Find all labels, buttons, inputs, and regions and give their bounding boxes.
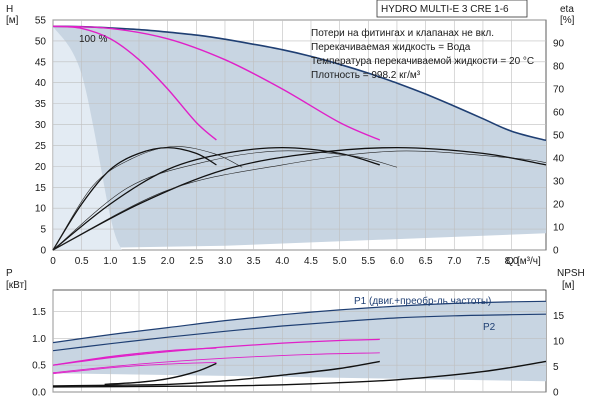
lower-left-y-tick-label: 1.0: [32, 334, 46, 345]
lower-right-y-tick-label: 0: [553, 388, 559, 399]
left-y-tick-label: 45: [35, 57, 47, 68]
x-tick-label: 1.5: [132, 256, 146, 267]
right-y-tick-label: 30: [553, 177, 565, 188]
upper-curves: [52, 25, 547, 251]
lower-right-y-tick-label: 5: [553, 362, 559, 373]
x-tick-label: 8.0: [505, 256, 519, 267]
x-tick-label: 7.0: [447, 256, 461, 267]
right-y-tick-label: 60: [553, 108, 565, 119]
conditions-note: Потери на фитингах и клапанах не вкл. Пе…: [311, 27, 534, 81]
efficiency-helper-line: [52, 150, 398, 251]
x-tick-label: 7.5: [476, 256, 490, 267]
x-tick-label: 3.5: [247, 256, 261, 267]
p1-line: [52, 300, 547, 344]
left-y-tick-label: 25: [35, 141, 47, 152]
left-y-tick-label: 50: [35, 36, 47, 47]
lower-tick-labels: 0.0 0.5 1.0 1.5 0 5 10 15: [32, 307, 564, 399]
right-y-tick-label: 0: [553, 246, 559, 257]
npsh_1-line: [104, 362, 217, 386]
left-y-tick-label: 40: [35, 78, 47, 89]
upper-right-yunit: [%]: [560, 15, 575, 26]
x-tick-label: 2.5: [189, 256, 203, 267]
left-y-tick-label: 35: [35, 99, 47, 110]
x-axis-label: Q: [506, 256, 514, 267]
x-tick-label: 0: [50, 256, 56, 267]
right-y-tick-label: 40: [553, 154, 565, 165]
efficiency_2-line: [52, 146, 380, 251]
lower-grid: [52, 290, 546, 393]
lower-left-y-tick-label: 0.5: [32, 361, 46, 372]
p2-line: [52, 313, 547, 352]
x-tick-label: 6.5: [419, 256, 433, 267]
chart-title: HYDRO MULTI-E 3 CRE 1-6: [381, 4, 509, 15]
left-y-tick-label: 30: [35, 120, 47, 131]
two_pumps-line: [52, 25, 381, 141]
x-tick-label: 6.0: [390, 256, 404, 267]
chart-title-box: HYDRO MULTI-E 3 CRE 1-6: [376, 0, 528, 18]
upper-right-ylabel: eta: [560, 4, 574, 15]
npsh_3-line: [52, 360, 547, 388]
upper-tick-labels: 0 0.5 1.0 1.5 2.0 2.5 3.0 3.5 4.0 4.5 5.0 5.5 6.0 6.5…: [35, 16, 565, 268]
upper-left-yunit: [м]: [6, 15, 19, 26]
upper-left-ylabel: H: [6, 4, 13, 15]
upper-grid: [52, 19, 546, 251]
right-y-tick-label: 20: [553, 200, 565, 211]
x-tick-label: 0.5: [75, 256, 89, 267]
legend-p2-label: P2: [483, 322, 496, 333]
single_pump-line: [52, 25, 217, 141]
lower-right-y-tick-label: 15: [553, 311, 565, 322]
lower-left-yunit: [кВт]: [6, 280, 27, 291]
x-tick-label: 1.0: [103, 256, 117, 267]
left-y-tick-label: 5: [40, 225, 46, 236]
efficiency_1-line: [52, 146, 217, 251]
right-y-tick-label: 50: [553, 131, 565, 142]
npsh_2-line: [52, 360, 380, 387]
legend-p1-label: P1 (двиг.+преобр-ль частоты): [354, 295, 491, 307]
right-y-tick-label: 90: [553, 39, 565, 50]
x-axis-unit: [м³/ч]: [517, 256, 541, 267]
lower-left-y-tick-label: 0.0: [32, 388, 46, 399]
p1_two-line: [52, 338, 380, 366]
right-y-tick-label: 70: [553, 85, 565, 96]
left-y-tick-label: 15: [35, 183, 47, 194]
power-helper-line: [52, 362, 217, 375]
operating-area: [53, 26, 546, 248]
note-line-2: Перекачиваемая жидкость = Вода: [311, 42, 471, 53]
x-tick-label: 5.0: [333, 256, 347, 267]
left-y-tick-label: 55: [35, 16, 47, 27]
note-line-1: Потери на фитингах и клапанах не вкл.: [311, 27, 494, 39]
head-efficiency-panel: 0 0.5 1.0 1.5 2.0 2.5 3.0 3.5 4.0 4.5 5.0 5.5 6.0 6.5…: [6, 0, 575, 267]
lower-left-y-tick-label: 1.5: [32, 307, 46, 318]
efficiency-helper-line: [52, 146, 243, 251]
left-y-tick-label: 0: [40, 246, 46, 257]
x-tick-label: 5.5: [361, 256, 375, 267]
power-helper-line: [52, 352, 380, 374]
lower-curves: [52, 300, 547, 388]
x-tick-label: 3.0: [218, 256, 232, 267]
x-tick-label: 4.0: [275, 256, 289, 267]
lower-right-y-tick-label: 10: [553, 337, 565, 348]
x-tick-label: 4.5: [304, 256, 318, 267]
x-tick-label: 2.0: [161, 256, 175, 267]
low-flow-area: [53, 26, 122, 250]
power-npsh-panel: 0.0 0.5 1.0 1.5 0 5 10 15 P [кВт] NPSH [м] P1 (…: [6, 268, 585, 399]
lower-left-ylabel: P: [6, 268, 13, 279]
lower-right-yunit: [м]: [562, 280, 575, 291]
max_curve-line: [52, 25, 547, 142]
operating-area-shading: [53, 26, 546, 250]
note-line-3: Температура перекачиваемой жидкости = 20…: [311, 56, 534, 67]
right-y-tick-label: 10: [553, 223, 565, 234]
note-line-4: Плотность = 998.2 кг/м³: [311, 70, 421, 81]
right-y-tick-label: 80: [553, 62, 565, 73]
speed-label: 100 %: [79, 34, 107, 45]
left-y-tick-label: 20: [35, 162, 47, 173]
efficiency-helper-line: [52, 150, 547, 251]
lower-right-ylabel: NPSH: [557, 268, 585, 279]
efficiency_3-line: [52, 146, 547, 251]
left-y-tick-label: 10: [35, 204, 47, 215]
